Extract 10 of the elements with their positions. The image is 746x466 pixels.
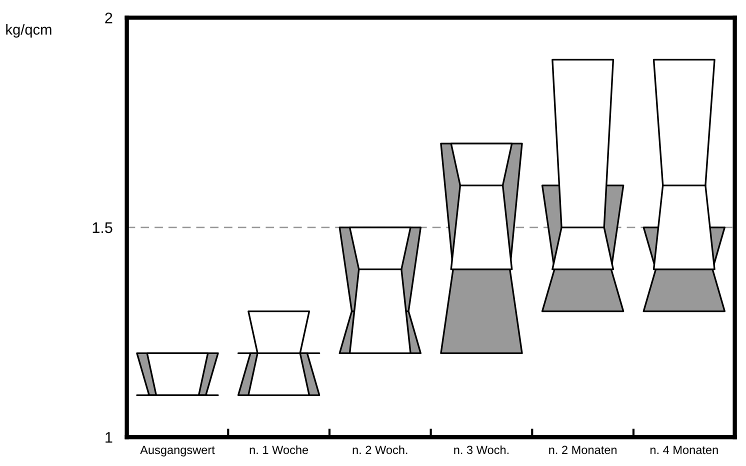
x-tick-label: n. 4 Monaten	[650, 446, 718, 454]
y-tick-label: 2	[105, 12, 112, 24]
x-tick-label: n. 1 Woche	[250, 445, 308, 454]
x-tick-label: n. 2 Monaten	[549, 446, 617, 454]
x-tick-label: n. 3 Woch.	[454, 445, 509, 454]
y-tick-label: 1	[106, 432, 112, 443]
y-axis-title: kg/qcm	[6, 24, 52, 38]
x-tick-label: Ausgangswert	[140, 446, 215, 456]
y-tick-label: 1.5	[92, 222, 112, 234]
x-tick-label: n. 2 Woch.	[352, 445, 408, 454]
